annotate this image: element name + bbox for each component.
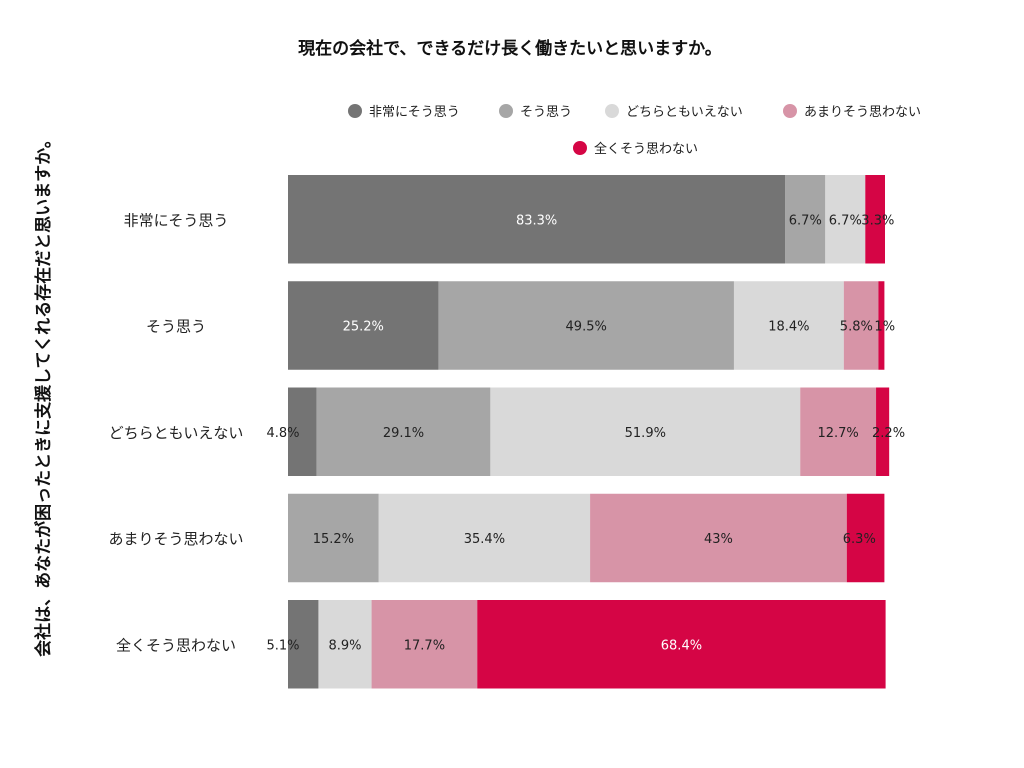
data-label: 6.3% xyxy=(843,532,876,547)
data-label: 49.5% xyxy=(566,320,607,335)
data-label: 29.1% xyxy=(383,426,424,441)
bar-segment xyxy=(590,493,847,583)
data-label: 43% xyxy=(704,532,733,547)
legend-label: どちらともいえない xyxy=(626,105,743,120)
bar-segment xyxy=(733,281,844,370)
bar-segment xyxy=(288,175,786,264)
data-label: 6.7% xyxy=(829,213,862,228)
data-label: 6.7% xyxy=(789,213,822,228)
category-label: 全くそう思わない xyxy=(116,636,236,654)
bar-segment xyxy=(371,600,478,689)
legend-label: 全くそう思わない xyxy=(594,141,698,157)
data-label: 5.1% xyxy=(266,638,299,653)
bar-segment xyxy=(318,600,372,689)
bar-segment xyxy=(785,175,826,264)
legend-marker xyxy=(783,104,797,118)
bar-segment xyxy=(865,175,885,264)
legend-marker xyxy=(605,104,619,118)
data-label: 35.4% xyxy=(464,532,505,547)
legend-marker xyxy=(573,141,587,155)
data-label: 1% xyxy=(874,320,895,335)
data-label: 5.8% xyxy=(840,320,873,335)
bar-segment xyxy=(316,387,491,476)
category-label: どちらともいえない xyxy=(109,424,244,442)
legend-label: あまりそう思わない xyxy=(804,105,921,120)
legend-label: 非常にそう思う xyxy=(369,105,460,120)
chart-title: 現在の会社で、できるだけ長く働きたいと思いますか。 xyxy=(298,38,722,59)
bar-segment xyxy=(288,387,317,476)
bar-segment xyxy=(846,493,885,583)
data-label: 15.2% xyxy=(313,532,354,547)
category-label: そう思う xyxy=(146,318,206,336)
bar-segment xyxy=(490,387,801,476)
legend-label: そう思う xyxy=(520,105,572,120)
bar-segment xyxy=(438,281,734,370)
data-label: 68.4% xyxy=(661,638,702,653)
data-label: 2.2% xyxy=(872,426,905,441)
category-label: 非常にそう思う xyxy=(124,211,229,229)
data-label: 51.9% xyxy=(625,426,666,441)
legend-marker xyxy=(499,104,513,118)
bar-segment xyxy=(800,387,877,476)
y-axis-label: 会社は、あなたが困ったときに支援してくれる存在だと思いますか。 xyxy=(33,131,54,657)
category-label: あまりそう思わない xyxy=(108,530,243,548)
data-label: 17.7% xyxy=(404,638,445,653)
bar-segment xyxy=(288,281,439,370)
legend-marker xyxy=(348,104,362,118)
data-label: 3.3% xyxy=(861,213,894,228)
bar-segment xyxy=(477,600,886,689)
data-label: 25.2% xyxy=(343,320,384,335)
bar-segment xyxy=(378,493,591,583)
bars-group: 83.3% 6.7% 6.7% 3.3%25.2% 49.5% 18.4% 5.8% 1%4.… xyxy=(266,175,905,689)
bar-segment xyxy=(843,281,879,370)
data-label: 83.3% xyxy=(516,213,557,228)
bar-segment xyxy=(825,175,866,264)
data-label: 18.4% xyxy=(768,320,809,335)
bar-segment xyxy=(288,600,319,689)
data-label: 8.9% xyxy=(328,638,361,653)
data-label: 12.7% xyxy=(817,426,858,441)
data-label: 4.8% xyxy=(266,426,299,441)
bar-segment xyxy=(878,281,885,370)
bar-segment xyxy=(288,493,379,583)
bar-segment xyxy=(876,387,890,476)
